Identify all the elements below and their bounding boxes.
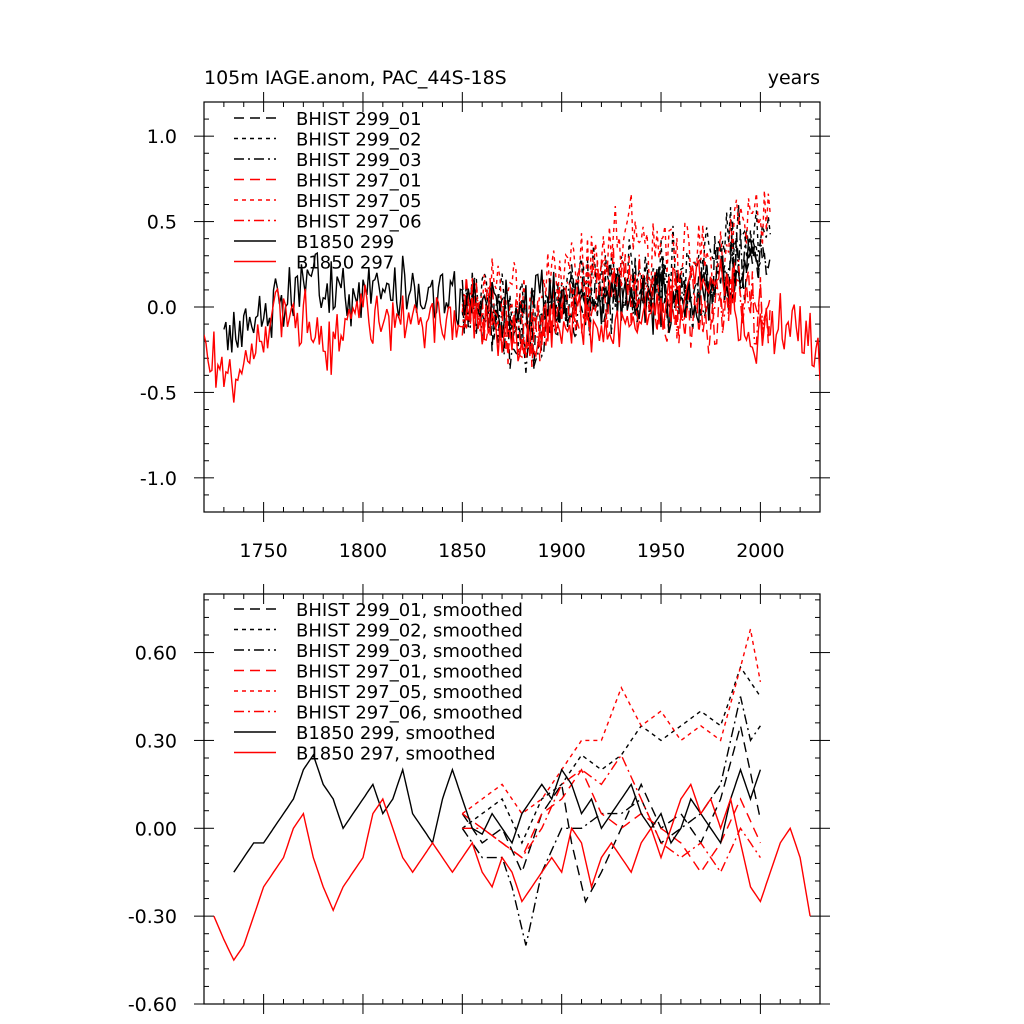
y-tick-label: 0.0	[147, 297, 177, 319]
legend-label: BHIST 297_05	[296, 191, 422, 212]
legend-label: B1850 297	[296, 253, 394, 274]
legend-label: B1850 297, smoothed	[296, 744, 496, 765]
legend-label: BHIST 299_03	[296, 150, 422, 171]
series-line	[461, 665, 761, 845]
y-tick-label: 0.00	[135, 818, 177, 840]
series-line	[213, 782, 811, 962]
y-tick-label: 0.60	[135, 643, 177, 665]
legend-label: B1850 299, smoothed	[296, 723, 496, 744]
legend-label: BHIST 297_01, smoothed	[296, 662, 523, 683]
legend-label: BHIST 299_02	[296, 130, 422, 151]
series-line	[233, 753, 762, 873]
series-group	[213, 628, 811, 962]
series-line	[461, 254, 771, 368]
y-tick-label: 0.30	[135, 730, 177, 752]
y-tick-label: -1.0	[140, 468, 177, 490]
plot-frame	[203, 593, 821, 1005]
x-tick-label: 1750	[239, 540, 287, 562]
legend-label: BHIST 297_06, smoothed	[296, 703, 523, 724]
top-panel: 1750 1800 1850 1900 1950 2000 -1.0 -0.5 0.0 0.5 1.…	[140, 92, 830, 562]
chart-title: 105m IAGE.anom, PAC_44S-18S	[204, 67, 507, 89]
series-line	[461, 725, 762, 904]
legend-label: BHIST 299_02, smoothed	[296, 621, 523, 642]
legend-label: BHIST 297_06	[296, 212, 422, 233]
legend-label: BHIST 297_01	[296, 171, 422, 192]
legend-label: BHIST 299_03, smoothed	[296, 641, 523, 662]
series-line	[204, 258, 820, 403]
x-tick-label: 1850	[438, 540, 486, 562]
units-label: years	[768, 67, 820, 89]
legend-label: BHIST 297_05, smoothed	[296, 682, 523, 703]
series-line	[223, 238, 762, 353]
x-tick-label: 1950	[637, 540, 685, 562]
x-tick-label: 1800	[339, 540, 387, 562]
legend-label: BHIST 299_01, smoothed	[296, 600, 523, 621]
y-tick-label: 1.0	[147, 126, 177, 148]
series-line	[461, 221, 771, 373]
y-tick-label: 0.5	[147, 212, 177, 234]
series-line	[461, 628, 762, 815]
legend-label: BHIST 299_01	[296, 109, 422, 130]
y-tick-label: -0.60	[128, 994, 177, 1016]
y-tick-label: -0.30	[128, 906, 177, 928]
series-line	[462, 753, 761, 874]
y-tick-label: -0.5	[140, 382, 177, 404]
bottom-panel: -0.60 -0.30 0.00 0.30 0.60 BHIST 299_01, smoo…	[128, 584, 830, 1016]
legend-label: B1850 299	[296, 232, 394, 253]
x-tick-label: 1900	[537, 540, 585, 562]
series-line	[461, 190, 771, 333]
series-group	[204, 190, 820, 403]
x-tick-label: 2000	[736, 540, 784, 562]
series-line	[461, 768, 762, 874]
